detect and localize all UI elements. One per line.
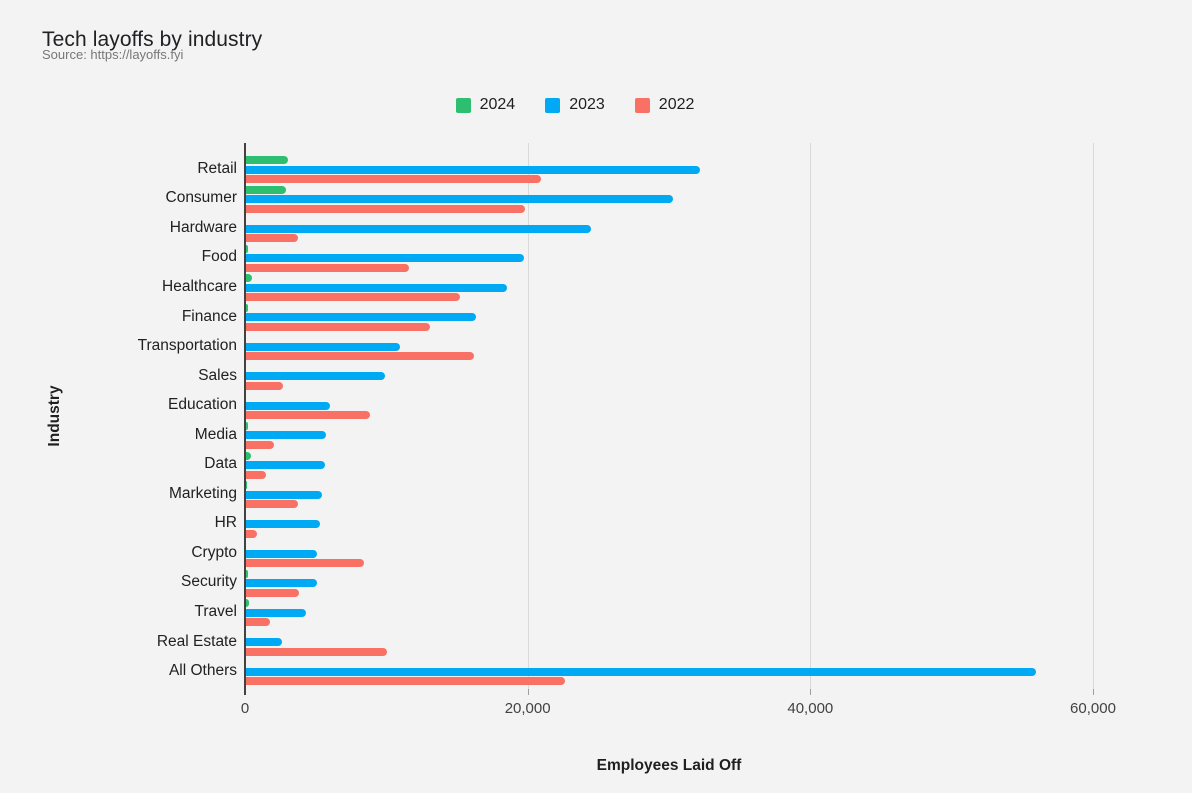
category-label-consumer: Consumer [165, 189, 238, 207]
chart-title: Tech layoffs by industry [42, 28, 263, 52]
bar-2022-security[interactable] [246, 588, 299, 597]
bar-2022-consumer[interactable] [246, 204, 526, 213]
x-tick-label-60000: 60,000 [1070, 700, 1116, 717]
bar-2022-marketing[interactable] [246, 500, 298, 509]
category-label-finance: Finance [181, 307, 237, 325]
bar-2022-education[interactable] [246, 411, 370, 420]
legend-swatch-2023 [545, 97, 561, 113]
bar-2022-sales[interactable] [246, 381, 283, 390]
category-label-hr: HR [214, 514, 237, 532]
bar-2023-transportation[interactable] [246, 342, 401, 351]
legend-swatch-2024 [455, 97, 471, 113]
bar-2022-crypto[interactable] [246, 559, 364, 568]
bar-2023-crypto[interactable] [246, 549, 318, 558]
bar-2023-hardware[interactable] [246, 224, 591, 233]
bar-2023-education[interactable] [246, 401, 331, 410]
bar-2022-transportation[interactable] [246, 352, 474, 361]
gridline-40000 [810, 143, 812, 689]
category-label-retail: Retail [197, 159, 237, 177]
bar-2022-retail[interactable] [246, 175, 542, 183]
bar-2024-consumer[interactable] [246, 185, 287, 194]
category-label-data: Data [204, 455, 237, 473]
category-label-hardware: Hardware [169, 218, 237, 236]
bar-2022-media[interactable] [246, 440, 274, 449]
bar-2023-hr[interactable] [246, 520, 320, 529]
gridline-60000 [1093, 143, 1094, 689]
bar-2023-security[interactable] [246, 579, 317, 588]
category-label-food: Food [201, 248, 237, 266]
category-label-crypto: Crypto [191, 543, 237, 561]
category-label-healthcare: Healthcare [162, 277, 237, 295]
x-tick-label-40000: 40,000 [787, 700, 834, 717]
legend-label-2022: 2022 [658, 96, 695, 113]
category-label-all-others: All Others [168, 662, 237, 680]
bar-2023-marketing[interactable] [246, 490, 322, 499]
category-label-real-estate: Real Estate [156, 632, 237, 650]
bar-2023-media[interactable] [246, 431, 326, 440]
y-axis-line [244, 143, 246, 695]
bar-2023-food[interactable] [246, 254, 524, 263]
x-tick-mark [527, 689, 529, 695]
bar-2022-travel[interactable] [246, 618, 271, 627]
bar-2022-real-estate[interactable] [246, 647, 387, 656]
category-label-security: Security [181, 573, 237, 591]
category-label-media: Media [194, 425, 237, 443]
legend-label-2024: 2024 [479, 96, 516, 113]
bar-2024-healthcare[interactable] [246, 274, 253, 283]
x-axis-title: Employees Laid Off [596, 757, 742, 774]
gridline-20000 [527, 143, 529, 689]
bar-2022-hardware[interactable] [246, 234, 298, 243]
legend-swatch-2022 [634, 97, 650, 113]
x-tick-label-20000: 20,000 [504, 700, 551, 717]
bar-2024-security[interactable] [246, 569, 248, 578]
bar-2023-data[interactable] [246, 461, 325, 469]
bar-2022-healthcare[interactable] [246, 293, 461, 302]
x-tick-label-0: 0 [240, 700, 250, 717]
category-label-transportation: Transportation [137, 337, 237, 355]
bar-2024-data[interactable] [246, 451, 251, 460]
x-tick-mark [1093, 689, 1094, 695]
chart-source: Source: https://layoffs.fyi [42, 47, 184, 62]
bar-2023-retail[interactable] [246, 165, 700, 174]
bar-2023-travel[interactable] [246, 608, 307, 617]
bar-2023-sales[interactable] [246, 372, 385, 381]
bar-2023-consumer[interactable] [246, 195, 673, 204]
bar-2023-finance[interactable] [246, 313, 476, 322]
legend-item-2024: 2024 [455, 96, 516, 114]
bar-2023-healthcare[interactable] [246, 283, 507, 292]
bar-2022-hr[interactable] [246, 529, 258, 538]
bar-2022-food[interactable] [246, 263, 409, 272]
bar-2024-finance[interactable] [246, 303, 249, 312]
bar-2022-all-others[interactable] [246, 677, 566, 686]
category-label-sales: Sales [198, 366, 237, 384]
bar-2023-real-estate[interactable] [246, 638, 282, 647]
category-label-education: Education [168, 396, 237, 414]
legend-item-2022: 2022 [634, 96, 695, 114]
bar-2024-media[interactable] [246, 421, 249, 430]
legend-label-2023: 2023 [569, 96, 605, 113]
category-label-travel: Travel [194, 603, 238, 621]
legend: 2024 2023 2022 [0, 96, 1150, 114]
category-label-marketing: Marketing [168, 484, 237, 502]
y-axis-title: Industry [46, 385, 63, 447]
bar-2024-food[interactable] [246, 244, 249, 253]
bar-2024-travel[interactable] [246, 599, 250, 608]
bar-2024-marketing[interactable] [246, 481, 248, 490]
bar-2022-data[interactable] [246, 470, 266, 479]
bar-2024-retail[interactable] [246, 156, 289, 164]
bar-2022-finance[interactable] [246, 322, 430, 331]
bar-2023-all-others[interactable] [246, 667, 1037, 676]
legend-item-2023: 2023 [545, 96, 605, 114]
x-tick-mark [810, 689, 812, 695]
